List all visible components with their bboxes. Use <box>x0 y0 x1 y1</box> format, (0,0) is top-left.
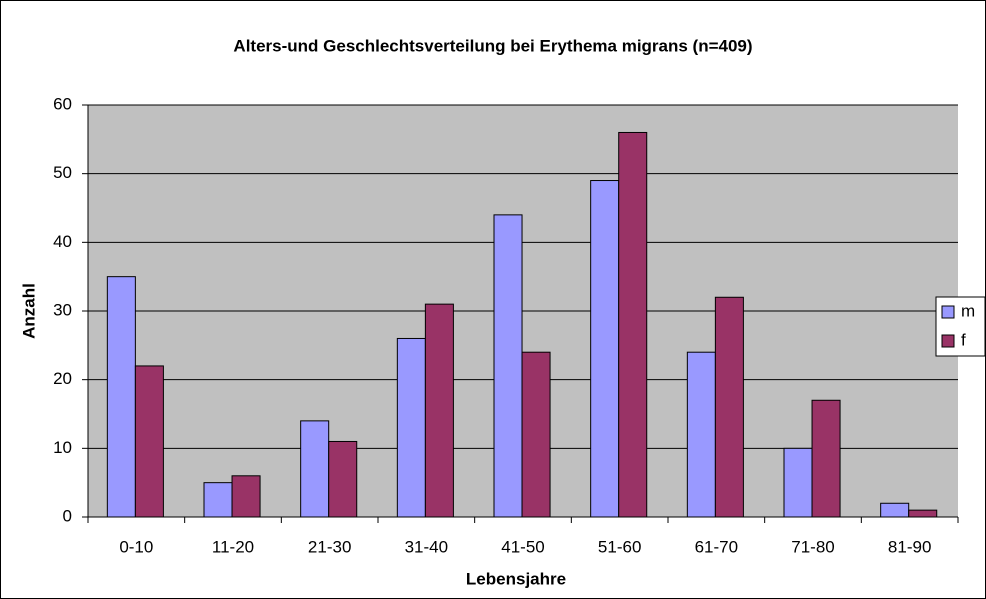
legend-swatch <box>941 305 955 319</box>
x-tick-label: 61-70 <box>695 537 738 556</box>
bar <box>811 399 841 518</box>
y-tick-label: 10 <box>53 438 72 457</box>
legend-label: f <box>961 330 966 349</box>
bar <box>424 303 454 518</box>
bar <box>396 337 426 518</box>
x-tick-label: 11-20 <box>212 537 254 556</box>
legend-label: m <box>961 301 975 320</box>
bar <box>203 482 233 518</box>
x-tick-label: 21-30 <box>308 537 351 556</box>
bar <box>783 447 813 518</box>
bar <box>106 276 136 518</box>
y-tick-label: 0 <box>63 506 72 525</box>
legend-swatch <box>941 334 955 348</box>
chart-title: Alters-und Geschlechtsverteilung bei Ery… <box>233 36 752 55</box>
x-tick-label: 0-10 <box>119 537 153 556</box>
x-tick-label: 71-80 <box>791 537 834 556</box>
bar <box>493 214 523 518</box>
bar <box>908 509 938 518</box>
y-tick-label: 30 <box>53 300 72 319</box>
x-tick-label: 81-90 <box>888 537 931 556</box>
bar <box>134 365 164 518</box>
x-tick-label: 41-50 <box>501 537 544 556</box>
y-tick-label: 60 <box>53 94 72 113</box>
bar <box>328 440 358 518</box>
bar <box>618 131 648 518</box>
bar <box>521 351 551 518</box>
x-tick-label: 31-40 <box>405 537 448 556</box>
y-tick-label: 40 <box>53 232 72 251</box>
x-tick-label: 51-60 <box>598 537 641 556</box>
x-axis-label: Lebensjahre <box>466 569 566 588</box>
bar <box>231 475 261 518</box>
y-axis-label: Anzahl <box>19 283 38 339</box>
bar <box>714 296 744 518</box>
bar <box>880 502 910 518</box>
y-tick-label: 50 <box>53 163 72 182</box>
bar <box>686 351 716 518</box>
bar <box>590 180 620 518</box>
bar <box>300 420 330 518</box>
y-tick-label: 20 <box>53 369 72 388</box>
